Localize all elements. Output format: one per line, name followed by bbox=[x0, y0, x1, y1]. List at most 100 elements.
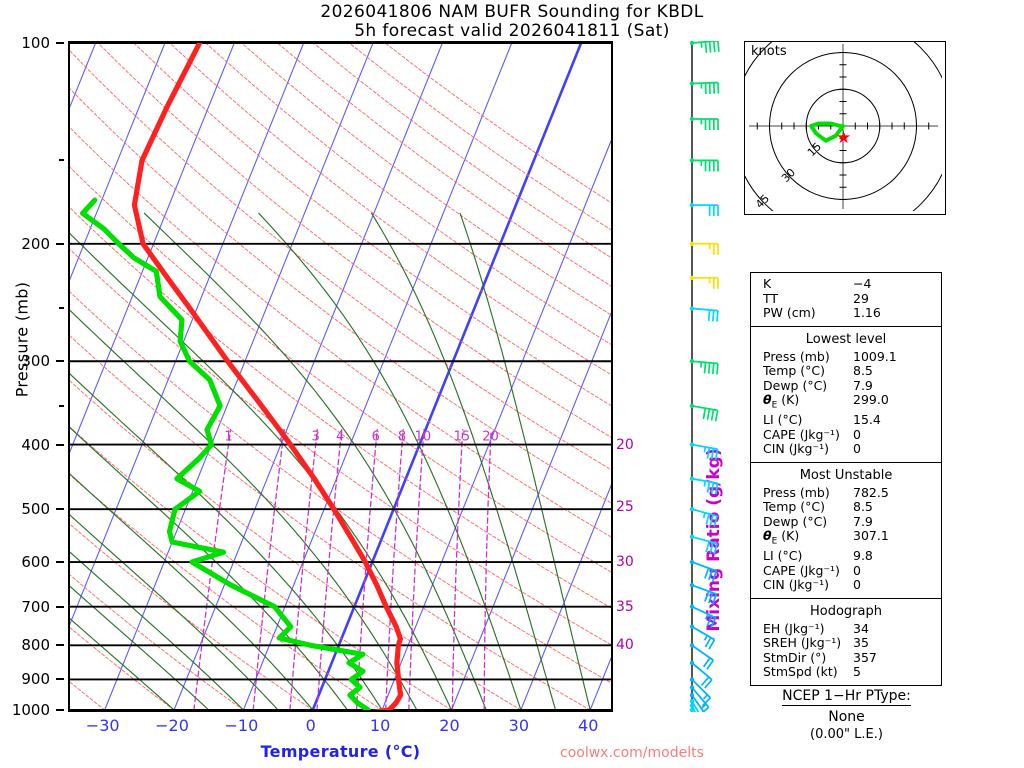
temperature-axis-label: Temperature (°C) bbox=[260, 742, 421, 761]
skew-t-diagram: 1 2 3 4 6 8 10 15 20 bbox=[68, 41, 613, 712]
stats-row-value: 0 bbox=[853, 562, 861, 578]
stats-row: TT 29 bbox=[751, 290, 941, 307]
pressure-tick bbox=[56, 561, 64, 564]
ptype-amount: (0.00" L.E.) bbox=[810, 727, 883, 742]
stats-row: PW (cm) 1.16 bbox=[751, 305, 941, 321]
stats-row: θE (K) 307.1 bbox=[751, 528, 941, 549]
stats-row-value: 35 bbox=[853, 635, 869, 650]
stats-row-key: CIN (Jkg⁻¹) bbox=[763, 577, 829, 592]
pressure-tick-label: 200 bbox=[21, 234, 50, 253]
stats-row-key: StmDir (°) bbox=[763, 649, 827, 665]
stats-row-value: 1009.1 bbox=[853, 348, 897, 364]
temperature-tick-label: −10 bbox=[224, 716, 259, 735]
stats-row-key: Press (mb) bbox=[763, 348, 830, 364]
wind-barb bbox=[689, 81, 720, 95]
svg-text:4: 4 bbox=[336, 430, 344, 445]
pressure-tick-label: 300 bbox=[21, 352, 50, 371]
wind-barb bbox=[689, 643, 714, 670]
pressure-tick-label: 500 bbox=[21, 500, 50, 519]
stats-row-key: K bbox=[763, 276, 772, 291]
pressure-tick bbox=[59, 404, 64, 407]
wind-barb bbox=[689, 306, 719, 322]
ptype-panel: NCEP 1−Hr PType: None (0.00" L.E.) bbox=[744, 688, 949, 742]
stats-row-value: 0 bbox=[853, 426, 861, 442]
stats-row-value: 782.5 bbox=[853, 484, 889, 500]
pressure-tick-label: 800 bbox=[21, 636, 50, 655]
stats-row-key: Temp (°C) bbox=[763, 363, 826, 378]
stats-header-lowest-level: Lowest level bbox=[805, 331, 887, 347]
stats-row: K −4 bbox=[751, 276, 941, 292]
stats-group-most-unstable: Most Unstable Press (mb) 782.5 Temp (°C) 8.… bbox=[751, 463, 941, 599]
stats-row-value: 8.5 bbox=[853, 499, 873, 514]
mixing-ratio-axis: 20 25 30 35 40 bbox=[614, 41, 648, 712]
wind-barb bbox=[689, 559, 718, 582]
stats-row-key: Press (mb) bbox=[763, 484, 830, 500]
pressure-tick bbox=[56, 644, 64, 647]
stats-row-value: 9.8 bbox=[853, 548, 873, 563]
pressure-tick bbox=[59, 307, 64, 310]
stats-row-key: Dewp (°C) bbox=[763, 513, 828, 529]
wind-barb bbox=[689, 241, 719, 255]
stats-row-key: Dewp (°C) bbox=[763, 377, 828, 393]
temperature-axis: −30 −20 −10 0 10 20 30 40 bbox=[68, 716, 613, 740]
svg-text:8: 8 bbox=[398, 430, 406, 445]
mixing-ratio-tick-label: 35 bbox=[616, 598, 634, 615]
pressure-tick bbox=[56, 709, 64, 711]
wind-barb bbox=[689, 583, 718, 605]
pressure-tick bbox=[56, 42, 64, 44]
storm-motion-marker: ★ bbox=[836, 128, 851, 148]
stats-row: CIN (Jkg⁻¹) 0 bbox=[751, 441, 941, 457]
sounding-stats-panel: K −4 TT 29 PW (cm) 1.16 Lowest level Press (m… bbox=[750, 272, 942, 686]
stats-row-key: TT bbox=[763, 290, 779, 306]
stats-header-most-unstable: Most Unstable bbox=[799, 467, 893, 483]
wind-barb bbox=[689, 359, 719, 375]
temperature-tick-label: 20 bbox=[439, 716, 460, 735]
temperature-tick-label: 30 bbox=[508, 716, 530, 735]
ptype-title: NCEP 1−Hr PType: bbox=[782, 688, 911, 706]
stats-row-value: 29 bbox=[853, 290, 869, 306]
wind-barb bbox=[689, 534, 718, 555]
pressure-tick bbox=[56, 508, 64, 511]
svg-text:1: 1 bbox=[224, 430, 232, 445]
stats-row-value: −4 bbox=[853, 276, 872, 291]
wind-barb bbox=[689, 158, 719, 172]
stats-row-value: 1.16 bbox=[853, 305, 881, 320]
stats-row: CAPE (Jkg⁻¹) 0 bbox=[751, 426, 941, 443]
svg-text:10: 10 bbox=[415, 430, 432, 445]
stats-row-key: LI (°C) bbox=[763, 548, 803, 563]
stats-row: Press (mb) 1009.1 bbox=[751, 348, 941, 365]
stats-row: SREH (Jkg⁻¹) 35 bbox=[751, 635, 941, 651]
pressure-tick bbox=[56, 242, 64, 245]
stats-row: LI (°C) 15.4 bbox=[751, 412, 941, 428]
mixing-ratio-tick-label: 20 bbox=[616, 436, 634, 453]
stats-row-key: θE (K) bbox=[763, 392, 800, 411]
credit-watermark: coolwx.com/modelts bbox=[560, 745, 704, 761]
pressure-tick bbox=[56, 443, 64, 446]
stats-row-key: θE (K) bbox=[763, 528, 800, 547]
temperature-tick-label: −30 bbox=[85, 716, 120, 735]
hodograph-plot: knots 15 30 45 ★ bbox=[732, 15, 954, 237]
stats-row-key: PW (cm) bbox=[763, 305, 816, 320]
page-title-line2: 5h forecast valid 2026041811 (Sat) bbox=[354, 21, 670, 41]
pressure-tick-label: 1000 bbox=[11, 701, 50, 719]
temperature-tick-label: 0 bbox=[305, 716, 316, 735]
stats-row-value: 15.4 bbox=[853, 412, 881, 427]
stats-row-key: CAPE (Jkg⁻¹) bbox=[763, 562, 840, 578]
stats-row-value: 5 bbox=[853, 664, 861, 679]
wind-barb bbox=[689, 476, 719, 495]
mixing-ratio-tick-label: 40 bbox=[616, 637, 634, 654]
pressure-tick-label: 100 bbox=[21, 34, 50, 52]
pressure-tick bbox=[59, 159, 64, 162]
stats-row-key: CIN (Jkg⁻¹) bbox=[763, 441, 829, 456]
stats-row-key: Temp (°C) bbox=[763, 499, 826, 514]
stats-row: Temp (°C) 8.5 bbox=[751, 363, 941, 379]
pressure-tick-label: 600 bbox=[21, 553, 50, 572]
stats-row: Dewp (°C) 7.9 bbox=[751, 513, 941, 530]
stats-row-key: CAPE (Jkg⁻¹) bbox=[763, 426, 840, 442]
hodograph-units-label: knots bbox=[751, 44, 787, 59]
temperature-tick-label: −20 bbox=[155, 716, 189, 735]
ptype-value: None bbox=[828, 709, 865, 725]
temperature-tick-label: 40 bbox=[578, 716, 599, 735]
stats-row: CIN (Jkg⁻¹) 0 bbox=[751, 577, 941, 593]
stats-group-lowest-level: Lowest level Press (mb) 1009.1 Temp (°C) 8.… bbox=[751, 327, 941, 463]
